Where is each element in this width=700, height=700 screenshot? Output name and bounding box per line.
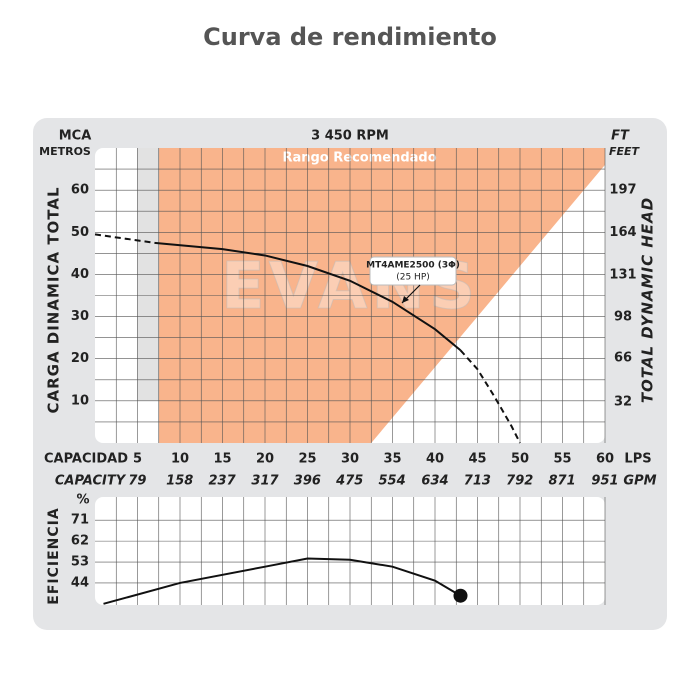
x-tick-label: 60 [596,452,614,467]
y2-tick-label: 32 [614,394,632,409]
y2-tick-label: 66 [614,351,632,366]
annotation-box [369,256,457,286]
x2-tick-label: 951 [591,474,618,489]
region-label: Rango Recomendado [282,151,436,166]
eff-label: EFICIENCIA [46,507,62,604]
chart-title: Curva de rendimiento [203,23,497,51]
x-tick-label: 20 [256,452,274,467]
y-tick-label: 44 [71,575,89,590]
x2-tick-label: 475 [335,474,363,489]
y2-tick-label: 164 [609,225,636,240]
x2-unit: GPM [623,474,656,489]
x2-tick-label: 79 [128,474,146,489]
arrow-head [402,296,409,303]
y-tick-label: 20 [71,351,89,366]
curve [103,557,462,605]
y2-unit: FT [611,129,630,144]
x2-tick-label: 871 [549,474,576,489]
annotation: (25 HP) [396,273,430,283]
y-unit-sub: METROS [39,145,91,158]
subtitle: 3 450 RPM [311,129,389,144]
y-tick-label: 71 [71,513,89,528]
x-tick-label: 40 [426,452,444,467]
end-marker [453,588,468,603]
eff-unit: % [76,493,89,508]
series-label: MT4AME2500 (3Φ) [366,261,460,271]
y-tick-label: 60 [71,183,89,198]
y2-tick-label: 131 [609,267,636,282]
y-unit: MCA [59,129,92,144]
x2-tick-label: 554 [379,474,406,489]
x-tick-label: 45 [468,452,486,467]
x-tick-label: 35 [383,452,401,467]
y2-label: TOTAL DYNAMIC HEAD [639,197,657,403]
x2-label: CAPACITY [55,474,127,489]
x-tick-label: 55 [553,452,571,467]
x2-tick-label: 396 [294,474,321,489]
x2-tick-label: 792 [506,474,533,489]
x2-tick-label: 158 [166,474,193,489]
curve [94,233,155,244]
y2-tick-label: 197 [609,182,636,197]
x-tick-label: 25 [298,452,316,467]
y-tick-label: 30 [71,309,89,324]
curve [154,241,462,352]
x-tick-label: 50 [511,452,529,467]
x-tick-label: 30 [341,452,359,467]
x-label: CAPACIDAD [44,452,128,467]
y2-tick-label: 98 [614,310,632,325]
y2-unit-sub: FEET [609,145,641,158]
x-unit: LPS [624,452,651,467]
x2-tick-label: 237 [209,474,237,489]
x2-tick-label: 634 [421,474,448,489]
x-tick-label: 10 [171,452,189,467]
x2-tick-label: 713 [464,474,491,489]
x2-tick-label: 317 [251,474,279,489]
y-tick-label: 50 [71,225,89,240]
y-tick-label: 10 [71,393,89,408]
y-label: CARGA DINAMICA TOTAL [45,186,63,413]
x-tick-label: 5 [133,452,142,467]
y-tick-label: 62 [71,534,89,549]
y-tick-label: 53 [71,555,89,570]
y-tick-label: 40 [71,267,89,282]
x-tick-label: 15 [213,452,231,467]
